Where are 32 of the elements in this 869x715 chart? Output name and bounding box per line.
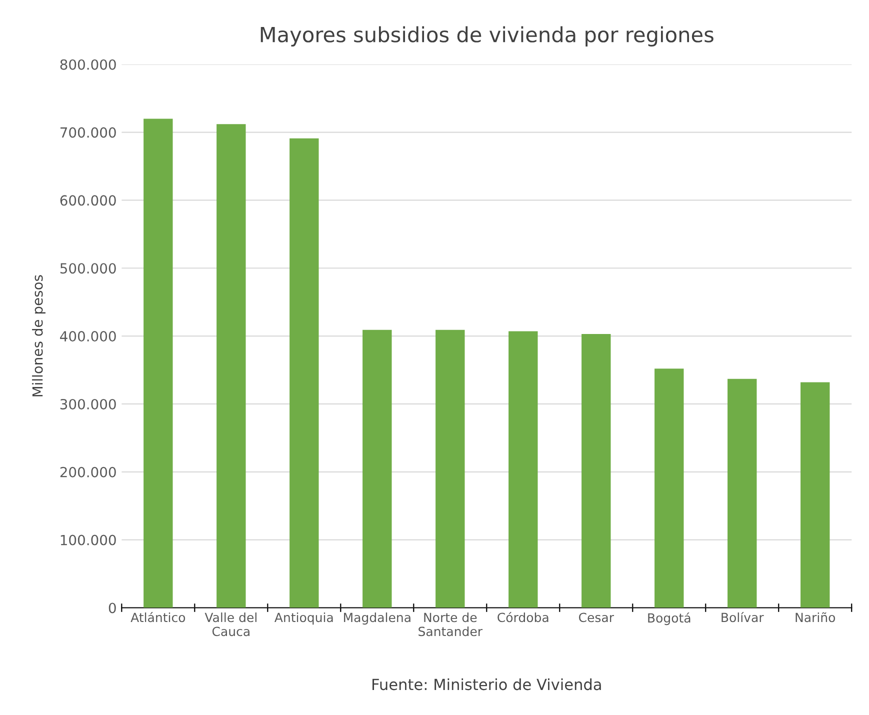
x-tick-label: Magdalena — [344, 612, 410, 625]
bar — [508, 331, 538, 608]
x-tick-label: Córdoba — [498, 612, 548, 622]
y-tick-label: 0 — [108, 602, 116, 614]
source-note: Fuente: Ministerio de Vivienda — [372, 678, 601, 690]
bar — [216, 124, 246, 608]
x-tick-label: Cesar — [578, 612, 614, 622]
bar — [290, 138, 319, 608]
x-tick-label: Nariño — [796, 612, 836, 622]
y-axis-title: Millones de pesos — [32, 275, 46, 396]
x-tick-label: Bogotá — [648, 612, 690, 626]
y-tick-label: 400.000 — [60, 331, 116, 342]
bar — [144, 118, 173, 608]
x-tick-label: Norte de Santander — [418, 612, 483, 636]
y-tick-label: 600.000 — [60, 195, 116, 206]
chart-title: Mayores subsidios de vivienda por regiones — [260, 26, 714, 46]
x-tick-label: Antioquia — [274, 612, 333, 625]
bar — [582, 334, 611, 608]
y-tick-label: 300.000 — [60, 398, 116, 410]
x-tick-label: Atlántico — [130, 612, 186, 622]
bar — [436, 330, 465, 608]
y-tick-label: 800.000 — [60, 59, 116, 70]
bar — [800, 382, 830, 608]
bar — [362, 330, 392, 608]
y-tick-label: 500.000 — [60, 263, 116, 274]
x-tick-label: Valle del Cauca — [204, 612, 256, 636]
y-tick-label: 200.000 — [60, 466, 116, 478]
y-tick-label: 100.000 — [60, 534, 116, 546]
bar — [654, 368, 684, 608]
y-tick-label: 700.000 — [60, 127, 116, 138]
x-tick-label: Bolívar — [722, 612, 764, 622]
bar — [728, 378, 757, 608]
